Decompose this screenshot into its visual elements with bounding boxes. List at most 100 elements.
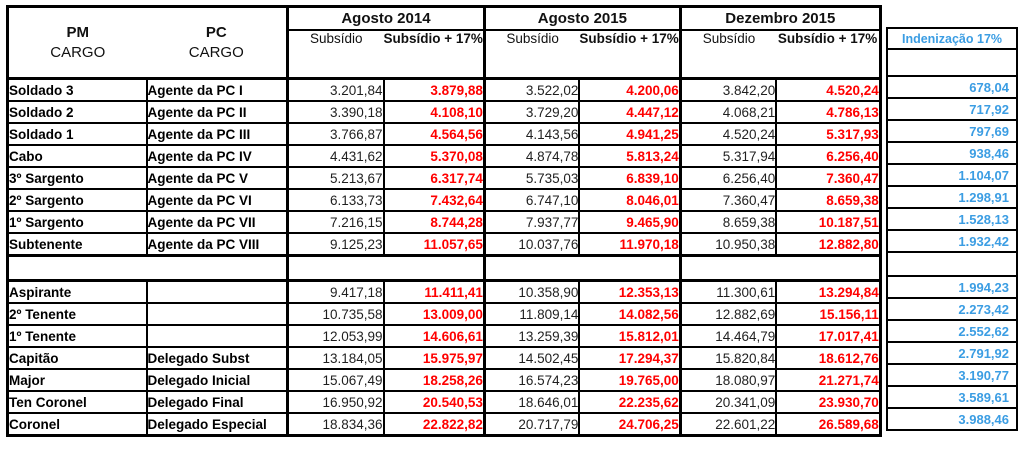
subsidio17-cell: 4.786,13 [775, 100, 882, 124]
subsidio-cell: 7.937,77 [482, 210, 581, 234]
pc-cargo-cell: Agente da PC VI [145, 188, 289, 212]
pm-cargo-cell: Soldado 1 [6, 122, 148, 146]
pc-cargo-cell: Agente da PC I [145, 77, 289, 102]
pc-cargo-cell: Delegado Subst [145, 346, 289, 370]
indenizacao-cell: 1.104,07 [886, 163, 1018, 187]
header-agosto-2014: Agosto 2014 [286, 5, 486, 31]
separator-row [6, 254, 882, 282]
header-subsidio17-dez2015: Subsídio + 17% [776, 29, 882, 80]
subsidio-cell: 13.259,39 [482, 324, 581, 348]
subsidio17-cell: 4.200,06 [578, 77, 682, 102]
indenizacao-separator-cell [886, 251, 1018, 277]
header-row-periods: PM CARGO PC CARGO Agosto 2014 Agosto 201… [6, 5, 882, 80]
table-row: Coronel Delegado Especial 18.834,36 22.8… [6, 412, 882, 437]
subsidio-cell: 15.820,84 [678, 346, 778, 370]
header-subsidio-2015: Subsídio [482, 29, 580, 80]
header-dezembro-2015: Dezembro 2015 [678, 5, 882, 31]
subsidio17-cell: 13.294,84 [775, 279, 882, 304]
subsidio17-cell: 17.294,37 [578, 346, 682, 370]
subsidio17-cell: 12.353,13 [578, 279, 682, 304]
subsidio17-cell: 9.465,90 [578, 210, 682, 234]
subsidio-cell: 12.882,69 [678, 302, 778, 326]
indenizacao-cell: 3.190,77 [886, 363, 1018, 387]
subsidio17-cell: 20.540,53 [382, 390, 486, 414]
table-row: Ten Coronel Delegado Final 16.950,92 20.… [6, 390, 882, 414]
subsidio-cell: 7.360,47 [678, 188, 778, 212]
pc-cargo-cell [145, 279, 289, 304]
salary-comparison-table: PM CARGO PC CARGO Agosto 2014 Agosto 201… [6, 5, 882, 437]
pm-cargo-cell: 1º Sargento [6, 210, 148, 234]
header-subsidio17-2014: Subsídio + 17% [383, 29, 486, 80]
indenizacao-cell: 938,46 [886, 141, 1018, 165]
subsidio-cell: 20.717,79 [482, 412, 581, 437]
table-row: 1º Sargento Agente da PC VII 7.216,15 8.… [6, 210, 882, 234]
table-row: Major Delegado Inicial 15.067,49 18.258,… [6, 368, 882, 392]
subsidio17-cell: 8.744,28 [382, 210, 486, 234]
subsidio-cell: 4.431,62 [286, 144, 385, 168]
subsidio17-cell: 14.082,56 [578, 302, 682, 326]
subsidio-cell: 10.358,90 [482, 279, 581, 304]
subsidio-cell: 6.256,40 [678, 166, 778, 190]
subsidio17-cell: 17.017,41 [775, 324, 882, 348]
subsidio17-cell: 15.156,11 [775, 302, 882, 326]
indenizacao-cell: 678,04 [886, 75, 1018, 99]
subsidio-cell: 4.143,56 [482, 122, 581, 146]
indenizacao-cell: 3.589,61 [886, 385, 1018, 409]
pc-cargo-cell: Agente da PC VII [145, 210, 289, 234]
subsidio-cell: 11.809,14 [482, 302, 581, 326]
subsidio17-cell: 4.520,24 [775, 77, 882, 102]
separator-cell [286, 254, 486, 282]
subsidio-cell: 3.766,87 [286, 122, 385, 146]
subsidio17-cell: 11.970,18 [578, 232, 682, 257]
pm-cargo-cell: Cabo [6, 144, 148, 168]
subsidio17-cell: 12.882,80 [775, 232, 882, 257]
pc-cargo-cell [145, 302, 289, 326]
table-row: Soldado 2 Agente da PC II 3.390,18 4.108… [6, 100, 882, 124]
pm-cargo-cell: Major [6, 368, 148, 392]
header-pc-cargo: PC CARGO [146, 5, 289, 80]
header-subsidio-2014: Subsídio [286, 29, 384, 80]
subsidio-cell: 22.601,22 [678, 412, 778, 437]
indemnity-column: Indenização 17% 678,04 717,92 797,69 938… [886, 27, 1018, 431]
subsidio17-cell: 6.256,40 [775, 144, 882, 168]
separator-cell [482, 254, 682, 282]
indenizacao-blank-cell [886, 48, 1018, 77]
pc-cargo-cell: Agente da PC V [145, 166, 289, 190]
subsidio-cell: 3.390,18 [286, 100, 385, 124]
subsidio-cell: 6.747,10 [482, 188, 581, 212]
subsidio-cell: 4.874,78 [482, 144, 581, 168]
subsidio-cell: 13.184,05 [286, 346, 385, 370]
pm-cargo-cell: Soldado 3 [6, 77, 148, 102]
subsidio-cell: 18.646,01 [482, 390, 581, 414]
pm-cargo-cell: 1º Tenente [6, 324, 148, 348]
indenizacao-cell: 717,92 [886, 97, 1018, 121]
subsidio-cell: 18.080,97 [678, 368, 778, 392]
subsidio17-cell: 26.589,68 [775, 412, 882, 437]
subsidio-cell: 11.300,61 [678, 279, 778, 304]
header-pc-title: PC [205, 24, 227, 41]
indenizacao-cell: 3.988,46 [886, 407, 1018, 431]
subsidio-cell: 5.213,67 [286, 166, 385, 190]
subsidio-cell: 14.464,79 [678, 324, 778, 348]
indenizacao-cell: 2.791,92 [886, 341, 1018, 365]
pc-cargo-cell: Delegado Final [145, 390, 289, 414]
subsidio17-cell: 7.432,64 [382, 188, 486, 212]
subsidio17-cell: 11.057,65 [382, 232, 486, 257]
table-row: Subtenente Agente da PC VIII 9.125,23 11… [6, 232, 882, 257]
pm-cargo-cell: 3º Sargento [6, 166, 148, 190]
header-agosto-2015: Agosto 2015 [482, 5, 682, 31]
table-row: 3º Sargento Agente da PC V 5.213,67 6.31… [6, 166, 882, 190]
subsidio-cell: 3.201,84 [286, 77, 385, 102]
subsidio17-cell: 4.564,56 [382, 122, 486, 146]
subsidio-cell: 9.125,23 [286, 232, 385, 257]
subsidio-cell: 8.659,38 [678, 210, 778, 234]
subsidio-cell: 5.317,94 [678, 144, 778, 168]
subsidio-cell: 3.729,20 [482, 100, 581, 124]
subsidio17-cell: 5.813,24 [578, 144, 682, 168]
subsidio-cell: 18.834,36 [286, 412, 385, 437]
header-row-subcolumns: Subsídio Subsídio + 17% Subsídio Subsídi… [8, 29, 882, 80]
separator-cell [678, 254, 882, 282]
table-row: Soldado 1 Agente da PC III 3.766,87 4.56… [6, 122, 882, 146]
subsidio17-cell: 15.812,01 [578, 324, 682, 348]
